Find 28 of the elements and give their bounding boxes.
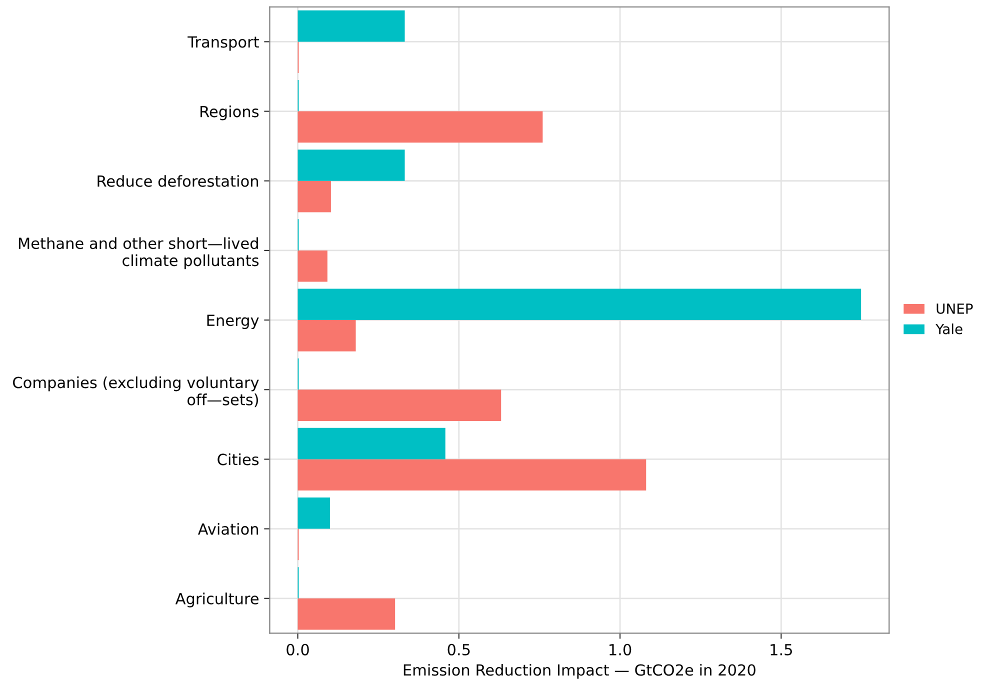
y-tick-label: Agriculture (175, 592, 258, 608)
y-tick-label: Regions (200, 105, 259, 120)
bar (298, 250, 328, 282)
x-tick-label: 0.5 (448, 644, 470, 656)
bar (298, 390, 502, 421)
bar (298, 459, 646, 491)
bar (298, 598, 396, 630)
y-tick-label: Aviation (198, 523, 258, 535)
bar (298, 150, 405, 181)
y-tick-label: Transport (188, 36, 259, 51)
y-tick-label: Methane and other short—lived climate pollutants (18, 237, 259, 270)
bar (298, 111, 543, 143)
x-tick-label: 0.0 (286, 644, 309, 656)
bar (298, 288, 862, 320)
x-axis-title: Emission Reduction Impact — GtCO2e in 2020 (404, 664, 756, 679)
y-tick-label: Cities (218, 453, 259, 466)
legend-label: UNEP (936, 304, 973, 314)
bar (298, 497, 330, 529)
bar (298, 428, 446, 460)
x-tick-label: 1.0 (610, 644, 632, 656)
x-tick-label: 1.5 (770, 644, 792, 656)
y-tick-label: Reduce deforestation (98, 175, 258, 187)
bar (298, 10, 405, 42)
bar (298, 180, 331, 212)
y-tick-label: Energy (207, 314, 259, 330)
y-tick-label: Companies (excluding voluntary off—sets) (13, 376, 259, 408)
legend-label: Yale (936, 324, 962, 334)
bar (298, 320, 356, 352)
